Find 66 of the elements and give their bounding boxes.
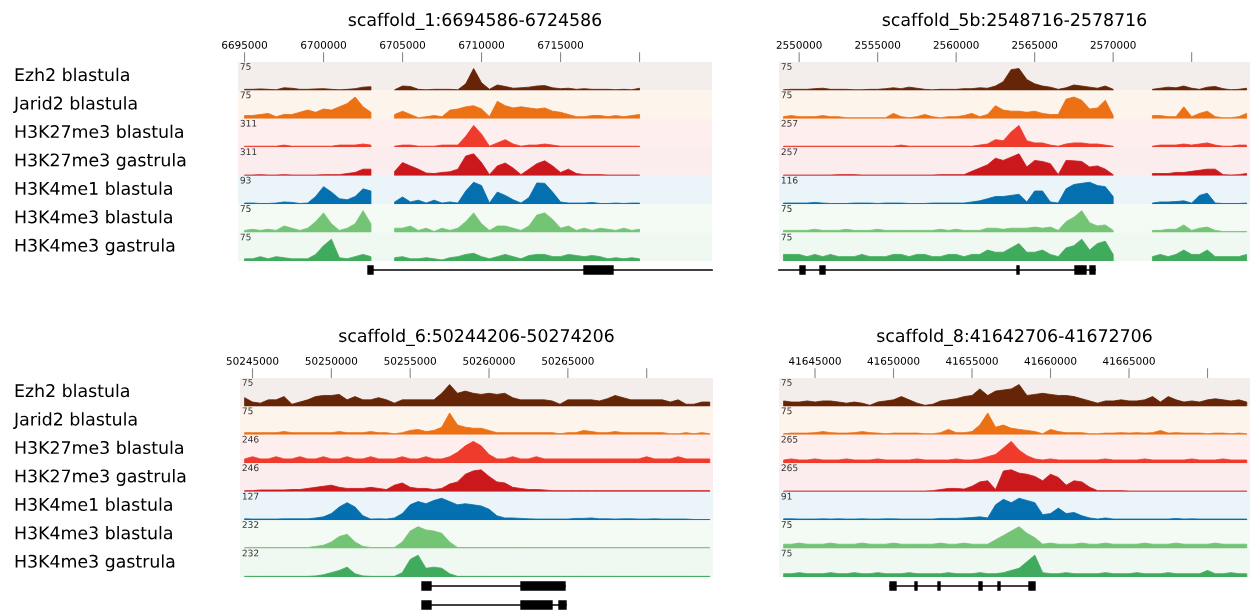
annotation: 75 [240,63,251,70]
x-tick-label: 6700000 [301,40,347,49]
x-tick-label: 50255000 [384,356,436,365]
x-tick-label: 41645000 [789,356,841,365]
x-tick-label: 2560000 [933,40,979,49]
y-axis-title: Ezh2 blastula [15,67,129,82]
y-axis-title: H3K4me3 gastrula [15,238,175,256]
x-tick-label: 50265000 [542,356,594,365]
x-tick-label: 41665000 [1103,356,1155,365]
annotation: 246 [242,464,259,472]
x-tick-label: 6715000 [538,40,584,49]
x-tick-label: 2570000 [1090,40,1136,49]
y-axis-title: H3K4me3 blastula [15,209,172,224]
x-tick-label: 41650000 [867,356,920,365]
x-tick-label: 50250000 [305,356,358,365]
annotation: 246 [242,435,259,443]
chart-title: scaffold_6:50244206-50274206 [339,328,614,346]
annotation: 127 [242,492,259,500]
annotation: 116 [781,176,798,184]
y-axis-title: Ezh2 blastula [15,383,129,398]
annotation: 93 [240,176,251,184]
annotation: 75 [781,379,792,386]
x-tick-label: 6695000 [222,40,268,49]
x-tick-label: 6710000 [459,40,505,49]
y-axis-title: H3K27me3 blastula [15,440,183,455]
annotation: 232 [242,549,259,557]
annotation: 75 [781,549,792,557]
annotation: 75 [240,205,251,212]
annotation: 265 [781,435,798,443]
annotation: 75 [240,91,251,99]
x-tick-label: 41660000 [1024,356,1077,365]
annotation: 75 [781,521,792,528]
x-tick-label: 2555000 [855,40,901,49]
annotation: 311 [240,148,257,156]
chart-title: scaffold_8:41642706-41672706 [877,328,1152,346]
annotation: 75 [242,379,253,386]
y-axis-title: H3K27me3 blastula [15,124,183,139]
x-tick-label: 2565000 [1012,40,1058,49]
y-axis-title: H3K4me1 blastula [15,181,172,195]
x-tick-label: 6705000 [380,40,426,49]
x-tick-label: 50245000 [226,356,279,365]
annotation: 75 [781,205,792,212]
y-axis-title: H3K4me3 gastrula [15,554,175,572]
annotation: 75 [240,233,251,241]
y-axis-title: H3K4me1 blastula [15,497,172,511]
annotation: 75 [781,63,792,70]
x-tick-label: 2550000 [776,40,822,49]
annotation: 257 [781,148,798,156]
y-axis-title: Jarid2 blastula [13,412,137,429]
annotation: 232 [242,521,259,528]
x-tick-label: 41655000 [946,356,998,365]
y-axis-title: H3K27me3 gastrula [15,469,186,486]
annotation: 311 [240,119,257,127]
annotation: 91 [781,492,792,500]
annotation: 257 [781,119,798,127]
chart-title: scaffold_5b:2548716-2578716 [882,12,1147,30]
annotation: 75 [781,407,792,415]
chart-title: scaffold_1:6694586-6724586 [348,12,602,30]
annotation: 75 [781,233,792,241]
x-tick-label: 50260000 [463,356,515,365]
annotation: 265 [781,464,798,472]
y-axis-title: H3K4me3 blastula [15,525,172,540]
annotation: 75 [781,91,792,99]
y-axis-title: Jarid2 blastula [13,96,137,113]
annotation: 75 [242,407,253,415]
y-axis-title: H3K27me3 gastrula [15,153,186,170]
